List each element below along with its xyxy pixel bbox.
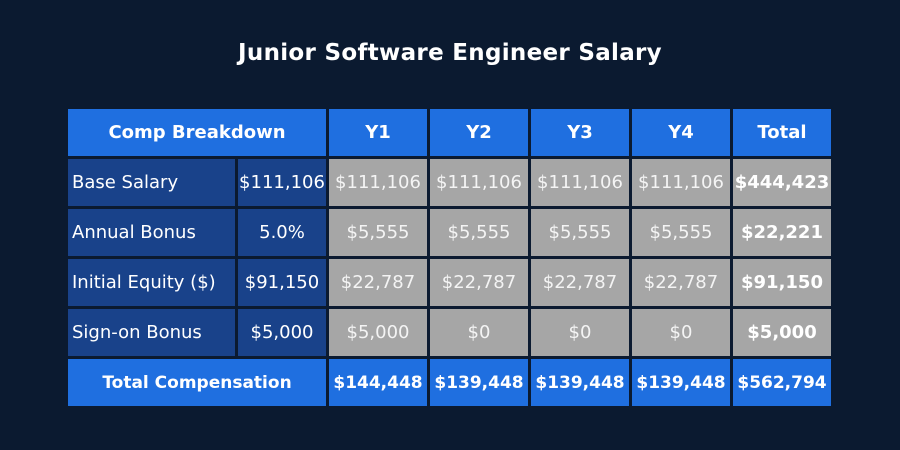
footer-grand-total: $562,794 <box>733 359 831 406</box>
header-total: Total <box>733 109 831 156</box>
page-title: Junior Software Engineer Salary <box>238 40 662 66</box>
header-year-4: Y4 <box>632 109 730 156</box>
row-param-initial-equity: $91,150 <box>238 259 326 306</box>
cell-initial-equity-y1: $22,787 <box>329 259 427 306</box>
header-year-3: Y3 <box>531 109 629 156</box>
cell-base-salary-total: $444,423 <box>733 159 831 206</box>
cell-sign-on-bonus-y3: $0 <box>531 309 629 356</box>
cell-annual-bonus-y2: $5,555 <box>430 209 528 256</box>
row-label-annual-bonus: Annual Bonus <box>68 209 235 256</box>
compensation-table: Comp Breakdown Y1 Y2 Y3 Y4 Total Base Sa… <box>68 109 832 406</box>
header-year-1: Y1 <box>329 109 427 156</box>
row-initial-equity-labels: Initial Equity ($) $91,150 <box>68 259 326 306</box>
cell-base-salary-y4: $111,106 <box>632 159 730 206</box>
cell-base-salary-y1: $111,106 <box>329 159 427 206</box>
cell-annual-bonus-total: $22,221 <box>733 209 831 256</box>
header-comp-breakdown: Comp Breakdown <box>68 109 326 156</box>
cell-annual-bonus-y3: $5,555 <box>531 209 629 256</box>
row-label-base-salary: Base Salary <box>68 159 235 206</box>
cell-initial-equity-total: $91,150 <box>733 259 831 306</box>
cell-sign-on-bonus-y4: $0 <box>632 309 730 356</box>
row-base-salary-labels: Base Salary $111,106 <box>68 159 326 206</box>
footer-total-compensation-label: Total Compensation <box>68 359 326 406</box>
cell-initial-equity-y3: $22,787 <box>531 259 629 306</box>
cell-annual-bonus-y1: $5,555 <box>329 209 427 256</box>
row-param-sign-on-bonus: $5,000 <box>238 309 326 356</box>
cell-sign-on-bonus-y2: $0 <box>430 309 528 356</box>
row-label-initial-equity: Initial Equity ($) <box>68 259 235 306</box>
row-label-sign-on-bonus: Sign-on Bonus <box>68 309 235 356</box>
header-year-2: Y2 <box>430 109 528 156</box>
cell-base-salary-y2: $111,106 <box>430 159 528 206</box>
footer-total-y1: $144,448 <box>329 359 427 406</box>
row-param-annual-bonus: 5.0% <box>238 209 326 256</box>
cell-sign-on-bonus-total: $5,000 <box>733 309 831 356</box>
cell-annual-bonus-y4: $5,555 <box>632 209 730 256</box>
cell-base-salary-y3: $111,106 <box>531 159 629 206</box>
cell-initial-equity-y4: $22,787 <box>632 259 730 306</box>
footer-total-y2: $139,448 <box>430 359 528 406</box>
row-annual-bonus-labels: Annual Bonus 5.0% <box>68 209 326 256</box>
cell-sign-on-bonus-y1: $5,000 <box>329 309 427 356</box>
row-param-base-salary: $111,106 <box>238 159 326 206</box>
cell-initial-equity-y2: $22,787 <box>430 259 528 306</box>
row-sign-on-bonus-labels: Sign-on Bonus $5,000 <box>68 309 326 356</box>
footer-total-y3: $139,448 <box>531 359 629 406</box>
footer-total-y4: $139,448 <box>632 359 730 406</box>
